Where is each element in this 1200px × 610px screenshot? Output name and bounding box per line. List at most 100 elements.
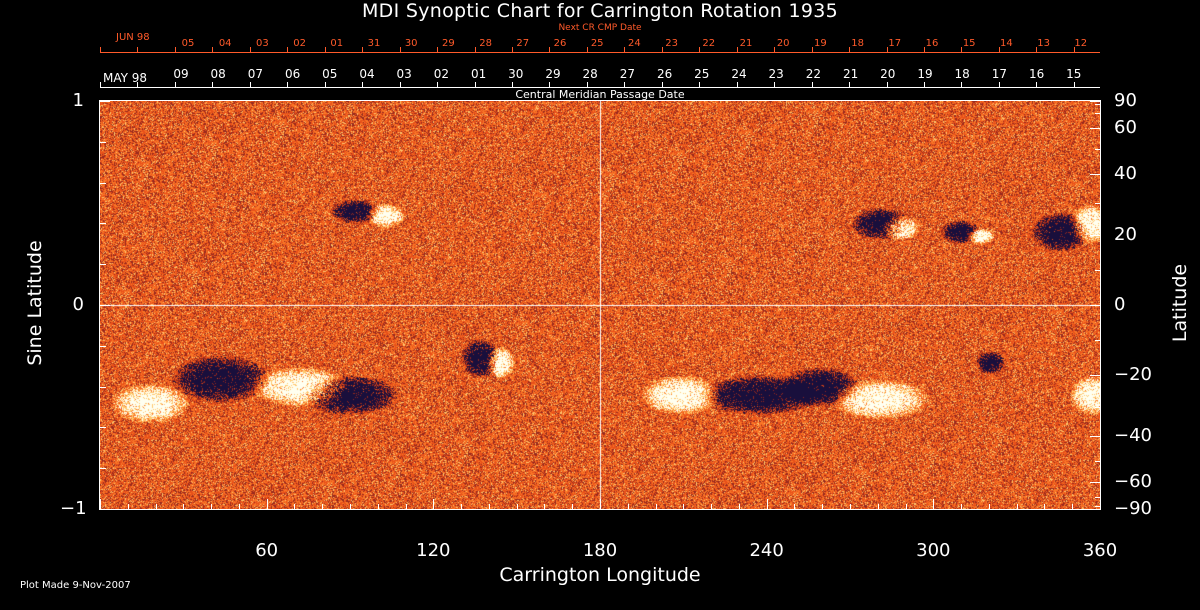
next-date-tick xyxy=(774,47,776,52)
map-border-left xyxy=(99,100,100,510)
cmp-date-tick xyxy=(998,82,1000,87)
right-tick-label: −40 xyxy=(1114,425,1152,447)
cmp-date-tick xyxy=(249,82,251,87)
x-axis-label: Carrington Longitude xyxy=(499,564,701,586)
top-date: 14 xyxy=(1000,38,1013,49)
next-cr-cmp-label: Next CR CMP Date xyxy=(558,23,642,33)
right-minor-tick xyxy=(1095,113,1100,115)
x-minor-tick xyxy=(794,504,796,509)
next-date-axis-line xyxy=(100,52,1100,53)
x-minor-tick xyxy=(711,504,713,509)
bottom-date: 26 xyxy=(656,67,673,81)
bottom-date: 27 xyxy=(619,67,636,81)
left-minor-tick xyxy=(100,141,106,143)
next-date-tick xyxy=(511,47,513,52)
right-minor-tick xyxy=(1095,436,1100,438)
cmp-date-tick xyxy=(661,82,663,87)
next-date-tick xyxy=(549,47,551,52)
cmp-date-tick xyxy=(811,82,813,87)
cmp-date-tick xyxy=(324,82,326,87)
left-minor-tick xyxy=(100,264,106,266)
top-date: 30 xyxy=(404,38,418,49)
top-date: 27 xyxy=(516,38,530,49)
bottom-date: 30 xyxy=(508,67,524,81)
x-tick-label: 180 xyxy=(582,540,618,561)
right-minor-tick xyxy=(1095,505,1100,507)
next-date-tick xyxy=(212,47,214,52)
bottom-date: 04 xyxy=(359,67,375,81)
x-minor-tick xyxy=(266,499,268,509)
next-date-tick xyxy=(362,47,364,52)
x-tick-label: 240 xyxy=(749,540,784,561)
right-minor-tick xyxy=(1095,481,1100,483)
top-date: 15 xyxy=(962,38,976,49)
x-minor-tick xyxy=(1016,504,1018,509)
cmp-date-tick xyxy=(586,82,588,87)
right-minor-tick xyxy=(1095,496,1100,498)
next-date-tick xyxy=(287,47,289,52)
top-date: 03 xyxy=(256,38,269,49)
left-minor-tick xyxy=(100,182,106,184)
map-border-top xyxy=(99,100,1101,101)
top-date: 17 xyxy=(888,38,902,49)
bottom-date: 02 xyxy=(433,67,450,81)
x-minor-tick xyxy=(683,504,685,509)
top-date: 13 xyxy=(1037,38,1050,49)
bottom-date: 18 xyxy=(954,67,970,81)
cmp-date-tick xyxy=(437,82,439,87)
bottom-date: 07 xyxy=(247,67,264,81)
left-tick-label: −1 xyxy=(60,498,87,519)
bottom-date: 03 xyxy=(396,67,412,81)
x-minor-tick xyxy=(461,504,463,509)
cmp-date-tick xyxy=(212,82,214,87)
right-minor-tick xyxy=(1095,407,1100,408)
right-minor-tick xyxy=(1095,509,1100,510)
right-minor-tick xyxy=(1095,128,1100,130)
top-date: 29 xyxy=(442,38,455,49)
bottom-date: 06 xyxy=(284,67,301,81)
left-minor-tick xyxy=(100,223,106,225)
next-date-tick xyxy=(811,47,813,52)
left-minor-tick xyxy=(100,427,106,429)
right-tick-label: 60 xyxy=(1114,117,1137,139)
next-date-tick xyxy=(249,47,251,52)
x-minor-tick xyxy=(155,504,157,509)
top-date: 28 xyxy=(479,38,492,49)
next-date-tick xyxy=(736,47,738,52)
x-minor-tick xyxy=(238,504,240,509)
right-minor-tick xyxy=(1095,173,1100,175)
top-date: 20 xyxy=(776,38,790,49)
bottom-date: 20 xyxy=(880,67,896,81)
left-minor-tick xyxy=(100,386,106,388)
x-minor-tick xyxy=(600,499,601,509)
top-date: 24 xyxy=(628,38,641,49)
next-date-tick xyxy=(699,47,701,52)
top-date: 31 xyxy=(367,38,381,49)
right-minor-tick xyxy=(1095,374,1100,376)
top-date: 19 xyxy=(814,38,827,49)
next-date-tick xyxy=(998,47,1000,52)
x-minor-tick xyxy=(572,504,574,509)
y-axis-label-left: Sine Latitude xyxy=(24,240,46,366)
top-date: 05 xyxy=(181,38,195,49)
x-minor-tick xyxy=(988,504,990,509)
cmp-date-tick xyxy=(624,82,626,87)
map-border-right xyxy=(1100,100,1101,510)
x-minor-tick xyxy=(877,504,879,509)
right-minor-tick xyxy=(1095,305,1100,306)
cmp-date-tick xyxy=(100,82,101,87)
x-minor-tick xyxy=(405,504,407,509)
right-minor-tick xyxy=(1095,101,1100,102)
map-border-bottom xyxy=(99,509,1101,510)
x-minor-tick xyxy=(1100,499,1101,509)
y-axis-label-right: Latitude xyxy=(1169,263,1191,343)
next-date-tick xyxy=(624,47,626,52)
x-minor-tick xyxy=(377,504,379,509)
cmp-date-tick xyxy=(362,82,364,87)
cmp-date-tick xyxy=(399,82,401,87)
top-month-label: JUN 98 xyxy=(116,32,150,43)
next-date-tick xyxy=(100,47,101,52)
x-minor-tick xyxy=(655,504,657,509)
x-minor-tick xyxy=(933,499,935,509)
